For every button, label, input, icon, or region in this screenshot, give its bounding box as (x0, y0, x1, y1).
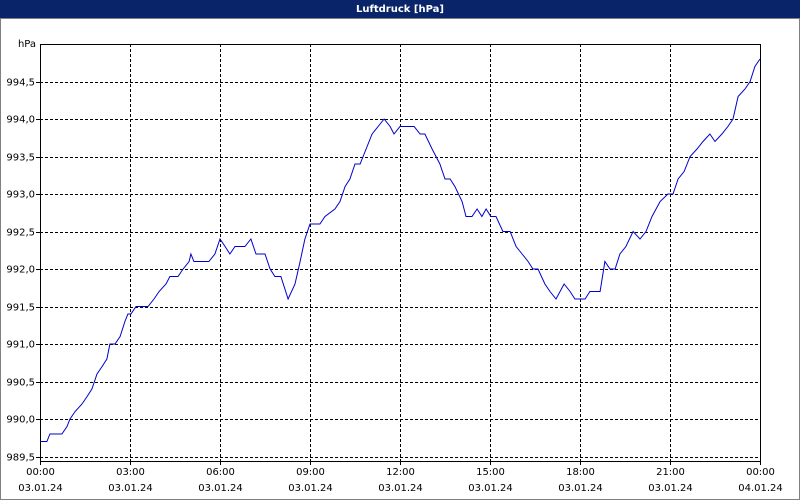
x-tick-date: 03.01.24 (288, 483, 333, 494)
y-tick-label: 990,0 (6, 415, 35, 426)
y-tick-label: 991,5 (6, 303, 35, 314)
x-tick-date: 03.01.24 (468, 483, 513, 494)
x-tick-date: 03.01.24 (198, 483, 243, 494)
title-bar (0, 0, 800, 18)
y-tick-label: 994,0 (6, 115, 35, 126)
x-tick-label: 06:00 (206, 467, 235, 478)
x-tick-label: 18:00 (566, 467, 595, 478)
y-tick-label: 993,0 (6, 190, 35, 201)
y-tick-label: 992,0 (6, 265, 35, 276)
x-tick-label: 00:00 (26, 467, 55, 478)
plot-frame (40, 44, 761, 462)
y-unit: hPa (18, 39, 36, 50)
y-tick-label: 992,5 (6, 228, 35, 239)
y-tick-label: 994,5 (6, 78, 35, 89)
x-tick-date: 04.01.24 (738, 483, 783, 494)
x-tick-date: 03.01.24 (378, 483, 423, 494)
x-tick-date: 03.01.24 (108, 483, 153, 494)
x-tick-label: 12:00 (386, 467, 415, 478)
x-tick-label: 03:00 (116, 467, 145, 478)
y-tick-label: 991,0 (6, 340, 35, 351)
x-tick-date: 03.01.24 (18, 483, 63, 494)
x-tick-label: 21:00 (656, 467, 685, 478)
x-tick-label: 09:00 (296, 467, 325, 478)
x-tick-date: 03.01.24 (558, 483, 603, 494)
x-tick-label: 00:00 (746, 467, 775, 478)
data-line (40, 58, 761, 442)
y-tick-label: 989,5 (6, 453, 35, 464)
x-tick-label: 15:00 (476, 467, 505, 478)
y-tick-label: 990,5 (6, 378, 35, 389)
chart-title: Luftdruck [hPa] (356, 4, 444, 15)
x-tick-date: 03.01.24 (648, 483, 693, 494)
y-tick-label: 993,5 (6, 153, 35, 164)
